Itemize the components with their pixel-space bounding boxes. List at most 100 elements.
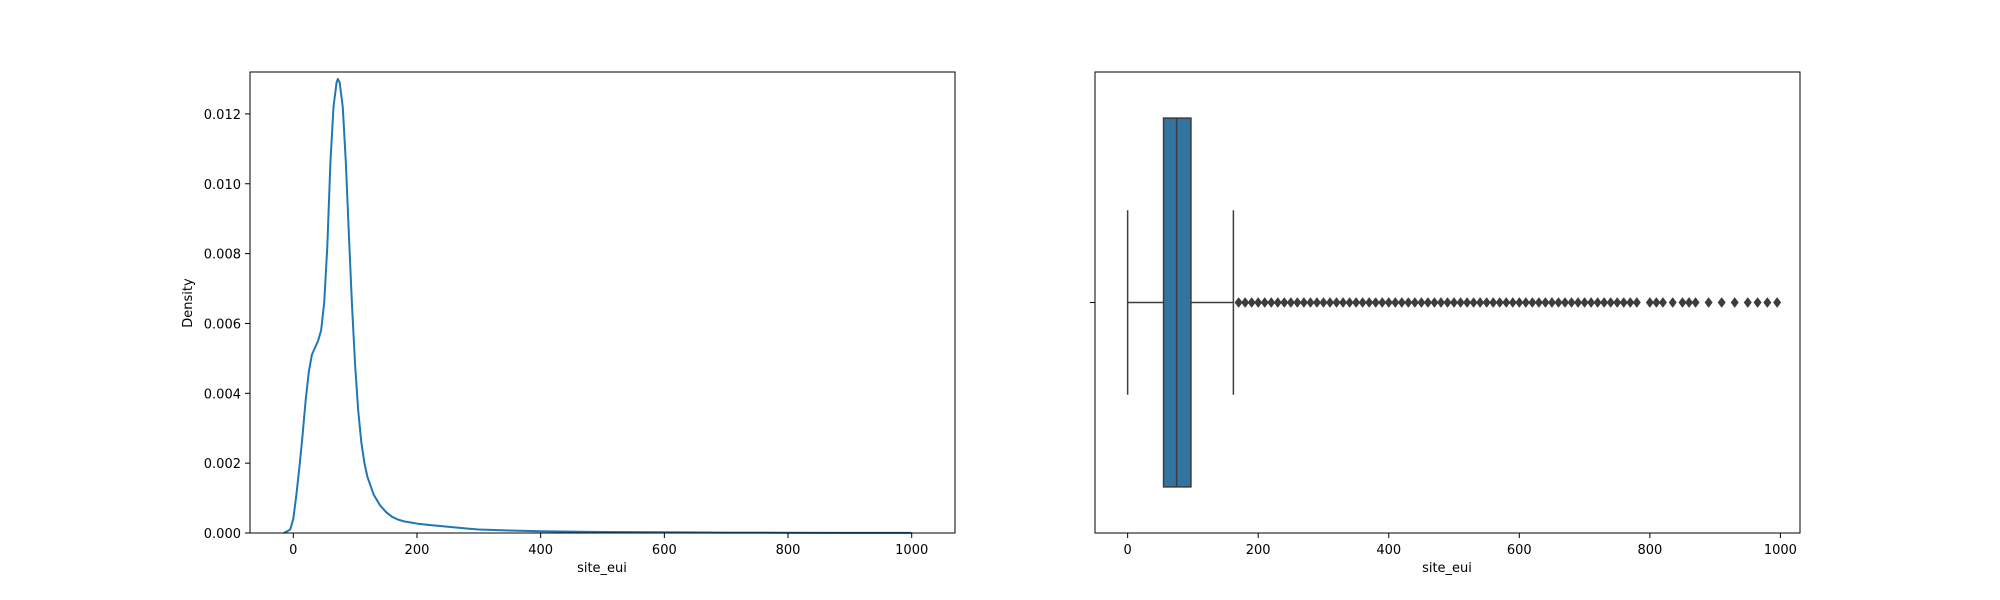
box-outlier-point [1495,297,1504,308]
box-outlier-point [1234,297,1243,308]
box-outlier-point [1613,297,1622,308]
box-outlier-point [1717,297,1726,308]
box-outlier-point [1632,297,1641,308]
kde-y-tick-label: 0.010 [204,178,241,193]
box-outlier-point [1606,297,1615,308]
box-x-tick-label: 0 [1123,543,1131,558]
box-outlier-point [1247,297,1256,308]
box-outlier-point [1384,297,1393,308]
kde-y-tick-label: 0.006 [204,317,241,332]
box-outlier-point [1587,297,1596,308]
box-outlier-point [1345,297,1354,308]
kde-y-tick-label: 0.000 [204,527,241,542]
kde-y-axis: 0.000 0.002 0.004 0.006 0.008 0.010 0.012 [204,108,250,542]
kde-density-plot: 0 200 400 600 800 1000 0.0000.0020.0040.0060.… [181,71,956,576]
box-outlier-point [1593,297,1602,308]
box-outlier-point [1469,297,1478,308]
box-outlier-point [1560,297,1570,308]
box-outlier-point [1306,297,1315,308]
box-outlier-point [1417,297,1426,308]
kde-x-tick-label: 600 [652,543,677,558]
box-outlier-point [1273,297,1282,308]
kde-plot-area [250,72,955,533]
box-outlier-point [1515,297,1524,308]
box-outlier-point [1580,297,1589,308]
box-x-axis-label: site_eui [1422,561,1472,576]
box-outlier-point [1241,297,1250,308]
box-outlier-point [1260,297,1269,308]
box-outlier-point [1436,297,1446,308]
box-outlier-point [1658,297,1667,308]
box-x-axis: 0 200 400 600 800 1000 [1090,302,1797,558]
box-outlier-point [1668,297,1677,308]
box-outlier-point [1547,297,1557,308]
box-outlier-point [1554,297,1563,308]
box-outlier-point [1358,297,1367,308]
kde-y-axis-label: Density [181,278,196,328]
kde-x-tick-label: 800 [776,543,801,558]
box-outlier-point [1391,297,1400,308]
kde-x-tick-label: 400 [528,543,553,558]
box-outlier-point [1299,297,1308,308]
kde-x-tick-label: 200 [405,543,430,558]
box-outlier-point [1319,297,1328,308]
box-outlier-point [1404,297,1413,308]
box-x-tick-label: 200 [1246,543,1271,558]
box-x-tick-label: 600 [1507,543,1532,558]
box-outlier-point [1476,297,1485,308]
kde-density-line [283,77,912,534]
box-outlier-point [1567,297,1576,308]
box-outlier-point [1626,297,1635,308]
box-x-tick-label: 1000 [1764,543,1797,558]
box-outlier-point [1410,297,1419,308]
box-outlier-point [1430,297,1439,308]
kde-x-tick-label: 0 [289,543,297,558]
box-outlier-point [1730,297,1739,308]
box-outlier-point [1371,297,1380,308]
box-outlier-point [1352,297,1361,308]
box-outlier-point [1743,297,1752,308]
box-outlier-point [1684,297,1694,308]
box-outlier-point [1365,297,1374,308]
box-outlier-point [1763,297,1772,308]
box-outlier-point [1423,297,1432,308]
box-x-tick-label: 400 [1376,543,1401,558]
box-outlier-point [1463,297,1472,308]
box-outlier-point [1541,297,1550,308]
box-outlier-point [1600,297,1609,308]
box-outlier-point [1773,297,1782,308]
kde-y-tick-label: 0.012 [204,108,241,123]
kde-axes-frame [249,71,956,534]
kde-x-axis: 0 200 400 600 800 1000 [289,533,928,558]
box-outlier-point [1325,297,1335,308]
box-outlier-point [1254,297,1263,308]
box-outlier-point [1280,297,1289,308]
kde-y-tick-label: 0.004 [204,387,241,402]
kde-y-tick-label: 0.002 [204,457,241,472]
box-marks [1126,117,1782,488]
box-outlier-point [1312,297,1322,308]
box-outlier-point [1619,297,1628,308]
kde-x-axis-label: site_eui [577,561,627,576]
box-outlier-point [1482,297,1491,308]
kde-x-tick-label: 1000 [895,543,928,558]
box-outlier-point [1456,297,1465,308]
box-outlier-point [1704,297,1713,308]
box-outlier-point [1443,297,1452,308]
box-outlier-point [1502,297,1511,308]
box-outlier-point [1332,297,1341,308]
box-outlier-point [1573,297,1583,308]
box-outlier-point [1397,297,1406,308]
kde-y-tick-label: 0.008 [204,248,241,263]
box-outlier-point [1521,297,1530,308]
box-outlier-point [1645,297,1654,308]
kde-marks [283,77,912,534]
box-outlier-point [1338,297,1348,308]
box-outlier-point [1678,297,1687,308]
box-outlier-point [1652,297,1661,308]
box-outlier-point [1534,297,1543,308]
box-outlier-point [1528,297,1537,308]
box-outlier-point [1691,297,1700,308]
box-outlier-point [1508,297,1517,308]
